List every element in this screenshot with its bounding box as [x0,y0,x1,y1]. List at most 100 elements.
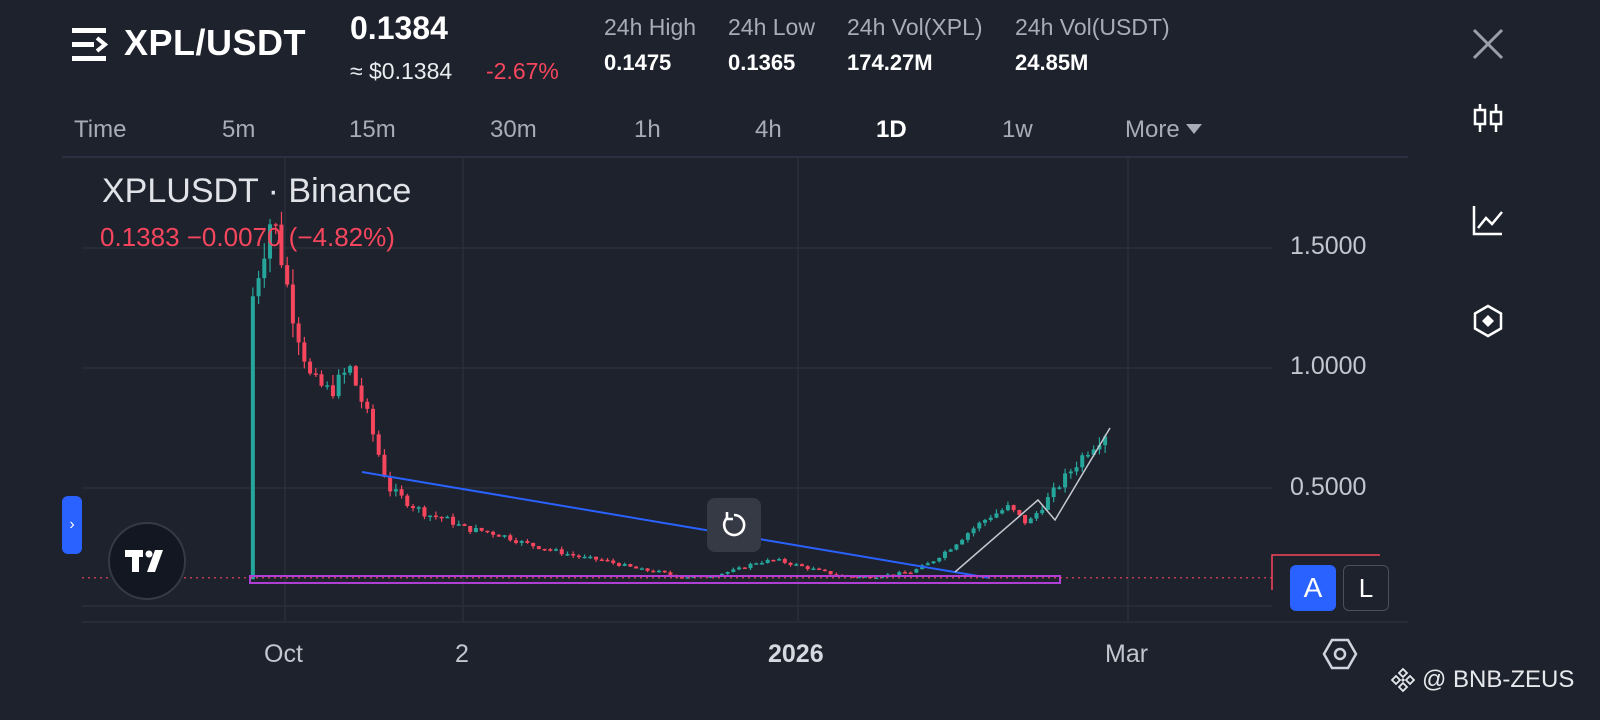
candle-body [445,516,450,519]
tab-divider [62,156,1408,158]
menu-icon[interactable] [72,28,108,62]
candle-body [462,524,467,526]
candle-body [828,571,833,575]
candle-body [1034,513,1039,519]
candle-body [942,551,947,558]
candle-body [542,548,547,551]
candle-body [342,372,347,375]
tab-1d[interactable]: 1D [876,116,907,143]
candle-body [759,562,764,565]
candle-body [376,434,381,455]
candle-body [571,553,576,556]
candle-body [960,539,965,545]
candle-body [308,361,313,374]
candle-body [954,544,959,550]
y-tick-label: 0.5000 [1290,473,1367,501]
line-chart-icon[interactable] [1470,202,1506,238]
watermark-text: @ BNB-ZEUS [1422,666,1575,693]
reset-chart-button[interactable] [707,498,761,552]
candle-body [559,549,564,555]
price-label-frame [1271,554,1380,590]
chart-drawings [82,427,1380,590]
candle-body [628,564,633,567]
candle-body [748,563,753,569]
x-tick-label: Mar [1105,640,1149,668]
tab-more[interactable]: More [1125,116,1202,144]
candlestick-icon[interactable] [1470,100,1506,136]
candle-body [965,533,970,540]
candle-body [422,507,427,517]
candle-body [262,258,267,279]
tab-4h[interactable]: 4h [755,116,782,143]
pair-title[interactable]: XPL/USDT [124,22,307,63]
auto-scale-button[interactable]: A [1290,565,1336,611]
tab-15m[interactable]: 15m [349,116,396,143]
settings-hex-icon[interactable] [1322,636,1358,672]
candle-body [925,563,930,566]
candle-body [611,560,616,564]
candle-body [651,570,656,573]
usd-approx-price: ≈ $0.1384 [350,58,453,84]
candle-body [1023,514,1028,524]
candle-body [948,549,953,552]
candle-body [994,513,999,518]
candle-body [353,366,358,386]
candle-body [1045,497,1050,510]
candle-body [256,278,261,297]
candle-body [393,489,398,492]
candle-body [416,507,421,509]
candle-body [1051,487,1056,498]
candle-body [902,572,907,574]
tab-5m[interactable]: 5m [222,116,256,143]
stat-vol-usdt-label: 24h Vol(USDT) [1015,14,1170,40]
candle-body [1017,510,1022,515]
watermark: @ BNB-ZEUS [1390,666,1574,694]
candle-body [1000,510,1005,514]
candle-body [1091,449,1096,455]
candle-body [799,564,804,567]
candle-body [616,563,621,566]
binance-logo-icon [1390,667,1416,693]
candle-body [1028,518,1033,524]
candle-body [599,559,604,562]
candle-body [1097,445,1102,450]
candles [250,211,1108,580]
tab-time[interactable]: Time [74,116,127,143]
tab-1h[interactable]: 1h [634,116,661,143]
symbol-title: XPLUSDT · Binance [102,172,412,210]
candle-body [874,577,879,580]
expand-panel-button[interactable]: › [62,496,82,554]
stat-high-label: 24h High [604,14,697,40]
candle-body [468,525,473,532]
candle-body [268,224,273,259]
candle-body [822,569,827,572]
caret-down-icon [1185,123,1202,134]
candle-body [605,559,610,562]
candle-body [382,454,387,477]
close-icon[interactable] [1470,26,1506,62]
candle-body [428,515,433,518]
candle-body [588,556,593,559]
candle-body [1068,471,1073,474]
candle-body [731,569,736,572]
candle-body [1103,436,1108,446]
candle-body [737,567,742,570]
candle-body [931,561,936,564]
candle-body [639,568,644,570]
candle-body [576,555,581,558]
candle-body [554,549,559,551]
candle-body [456,524,461,526]
candle-body [771,559,776,562]
stat-vol-xpl-label: 24h Vol(XPL) [847,14,983,40]
candle-body [285,265,290,285]
range-box [249,575,1061,584]
indicator-hex-icon[interactable] [1470,303,1506,339]
tab-30m[interactable]: 30m [490,116,537,143]
log-scale-button[interactable]: L [1343,565,1389,611]
tab-1w[interactable]: 1w [1002,116,1033,143]
candle-body [880,576,885,579]
candle-body [983,519,988,523]
candle-body [1063,473,1068,488]
candle-body [782,559,787,563]
